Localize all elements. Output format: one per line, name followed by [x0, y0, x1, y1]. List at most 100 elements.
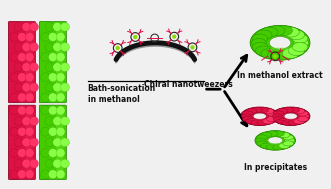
Circle shape [10, 170, 19, 179]
Circle shape [41, 170, 50, 179]
Ellipse shape [257, 107, 268, 113]
Ellipse shape [256, 46, 272, 56]
Ellipse shape [269, 37, 291, 49]
Ellipse shape [279, 143, 290, 149]
Circle shape [10, 93, 19, 102]
Circle shape [14, 22, 23, 31]
Ellipse shape [298, 111, 308, 116]
Circle shape [14, 117, 23, 125]
Ellipse shape [253, 113, 266, 119]
FancyBboxPatch shape [39, 105, 50, 180]
Ellipse shape [242, 111, 253, 116]
Circle shape [116, 46, 119, 50]
Circle shape [61, 138, 70, 147]
Circle shape [45, 63, 54, 72]
Circle shape [41, 33, 50, 41]
Ellipse shape [266, 144, 278, 150]
Ellipse shape [283, 119, 299, 120]
Ellipse shape [288, 30, 305, 40]
Circle shape [48, 149, 57, 157]
FancyBboxPatch shape [39, 22, 50, 103]
Ellipse shape [299, 114, 309, 119]
Ellipse shape [273, 111, 284, 116]
Ellipse shape [268, 137, 283, 144]
Circle shape [45, 159, 54, 168]
Ellipse shape [241, 114, 251, 119]
Circle shape [53, 117, 62, 125]
Circle shape [61, 117, 70, 125]
FancyBboxPatch shape [39, 22, 67, 103]
Circle shape [53, 22, 62, 31]
Circle shape [10, 106, 19, 115]
Ellipse shape [288, 120, 300, 125]
Circle shape [56, 127, 65, 136]
Circle shape [41, 53, 50, 62]
Ellipse shape [284, 113, 297, 119]
Circle shape [29, 159, 38, 168]
Circle shape [18, 33, 26, 41]
Circle shape [134, 36, 137, 38]
Circle shape [48, 170, 57, 179]
Ellipse shape [251, 120, 262, 125]
Circle shape [10, 33, 19, 41]
Circle shape [25, 53, 34, 62]
Circle shape [61, 159, 70, 168]
Ellipse shape [246, 119, 257, 124]
Ellipse shape [273, 131, 284, 136]
Ellipse shape [282, 107, 294, 113]
Circle shape [25, 149, 34, 157]
Circle shape [25, 33, 34, 41]
Ellipse shape [262, 108, 274, 114]
Circle shape [45, 83, 54, 92]
Circle shape [29, 83, 38, 92]
Circle shape [41, 106, 50, 115]
Ellipse shape [282, 27, 299, 37]
FancyBboxPatch shape [25, 108, 32, 176]
Circle shape [41, 93, 50, 102]
Ellipse shape [255, 131, 296, 150]
Ellipse shape [268, 26, 285, 36]
Ellipse shape [266, 143, 284, 145]
Ellipse shape [268, 114, 278, 119]
Ellipse shape [266, 131, 278, 136]
Ellipse shape [283, 141, 294, 146]
Circle shape [61, 43, 70, 51]
Circle shape [10, 73, 19, 82]
Circle shape [10, 127, 19, 136]
Circle shape [29, 22, 38, 31]
Circle shape [48, 127, 57, 136]
FancyBboxPatch shape [39, 105, 67, 180]
Circle shape [29, 63, 38, 72]
Circle shape [45, 117, 54, 125]
Circle shape [14, 43, 23, 51]
Ellipse shape [250, 25, 310, 60]
Circle shape [53, 43, 62, 51]
Ellipse shape [251, 107, 262, 113]
Circle shape [53, 159, 62, 168]
Circle shape [22, 43, 31, 51]
Ellipse shape [257, 141, 267, 146]
Circle shape [18, 149, 26, 157]
Circle shape [14, 83, 23, 92]
Circle shape [53, 138, 62, 147]
Ellipse shape [240, 107, 279, 125]
Ellipse shape [294, 108, 305, 114]
Circle shape [61, 83, 70, 92]
Ellipse shape [277, 119, 288, 124]
Circle shape [22, 83, 31, 92]
Ellipse shape [267, 111, 277, 116]
Circle shape [22, 138, 31, 147]
Ellipse shape [256, 138, 266, 143]
FancyBboxPatch shape [25, 25, 32, 99]
Circle shape [18, 127, 26, 136]
Ellipse shape [267, 47, 293, 51]
Ellipse shape [242, 117, 253, 122]
Circle shape [41, 149, 50, 157]
Circle shape [41, 73, 50, 82]
Circle shape [48, 106, 57, 115]
Circle shape [48, 33, 57, 41]
Ellipse shape [275, 50, 292, 60]
Ellipse shape [252, 39, 266, 47]
Circle shape [56, 149, 65, 157]
Circle shape [56, 53, 65, 62]
